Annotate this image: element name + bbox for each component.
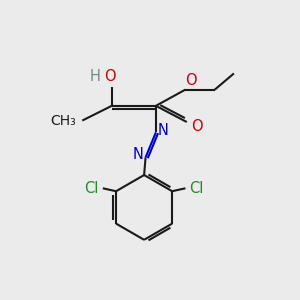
Text: H: H <box>90 69 101 84</box>
Text: N: N <box>158 123 169 138</box>
Text: O: O <box>104 69 116 84</box>
Text: Cl: Cl <box>84 181 99 196</box>
Text: CH₃: CH₃ <box>50 114 76 128</box>
Text: N: N <box>133 147 144 162</box>
Text: O: O <box>191 119 203 134</box>
Text: O: O <box>185 73 197 88</box>
Text: Cl: Cl <box>189 181 204 196</box>
